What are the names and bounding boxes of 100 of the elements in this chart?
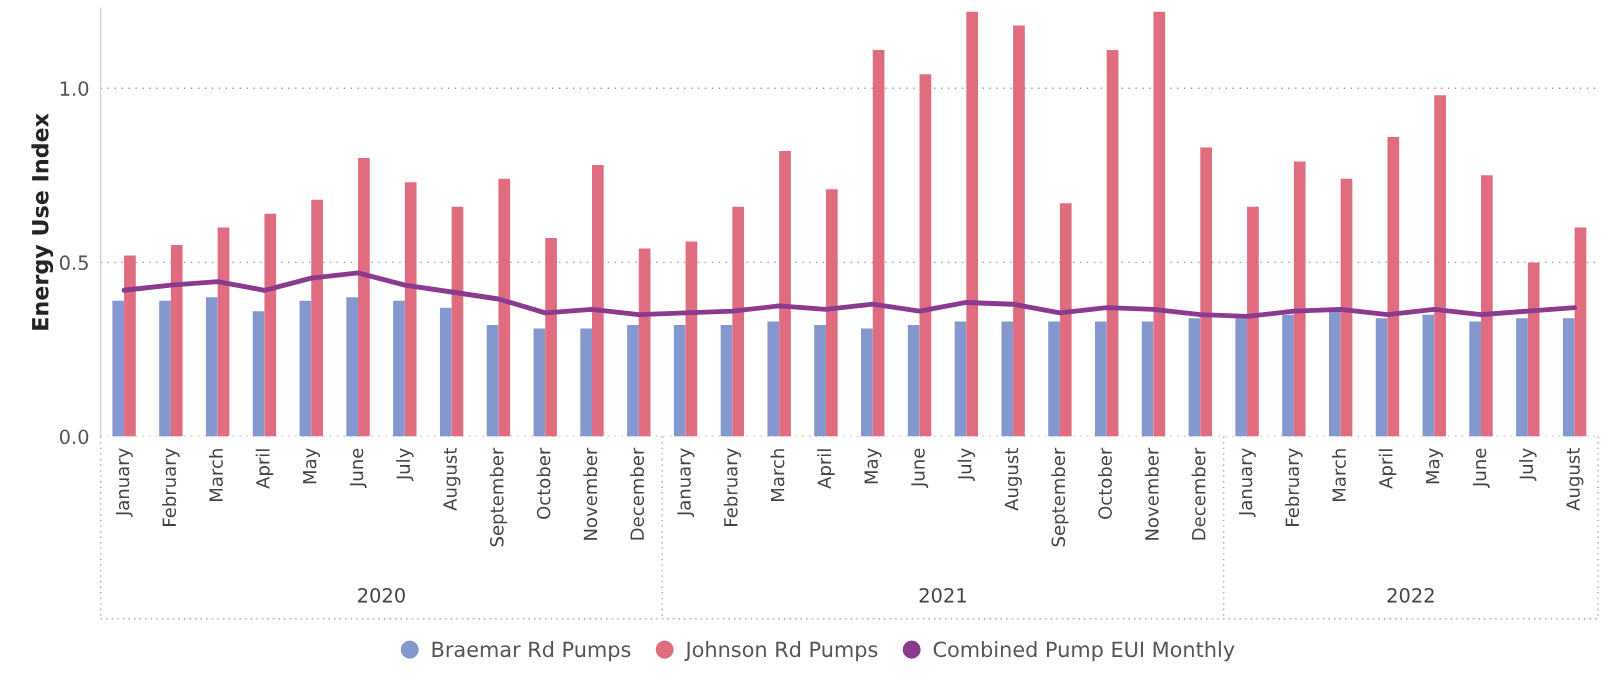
legend-label: Combined Pump EUI Monthly	[933, 641, 1235, 662]
bar	[1235, 318, 1248, 437]
x-tick-label: January	[677, 448, 695, 518]
bar	[1013, 25, 1025, 437]
x-tick-label: September	[489, 447, 508, 547]
bar	[1516, 318, 1528, 437]
bar	[1048, 321, 1060, 437]
x-tick-label: July	[1519, 448, 1537, 482]
y-tick-label: 0.0	[59, 429, 89, 445]
x-tick-label: February	[162, 448, 180, 526]
bar	[358, 157, 370, 437]
bar	[732, 206, 745, 437]
bar	[720, 325, 733, 437]
x-tick-label: June	[911, 448, 929, 488]
bar	[638, 248, 651, 437]
bar	[1387, 137, 1400, 437]
x-tick-label: January	[115, 448, 133, 518]
bar	[1188, 318, 1201, 437]
bar	[1328, 311, 1341, 437]
bar	[1282, 314, 1294, 437]
bar	[124, 255, 136, 437]
bar	[252, 311, 265, 437]
bar	[1001, 321, 1014, 437]
bar	[779, 150, 791, 437]
bar	[439, 307, 452, 437]
bar	[1527, 262, 1540, 437]
x-tick-label: May	[303, 448, 320, 484]
x-tick-label: October	[536, 447, 551, 519]
bar	[205, 297, 218, 437]
x-tick-label: December	[630, 447, 645, 540]
bar	[217, 227, 230, 437]
x-tick-label: April	[817, 449, 835, 489]
x-tick-label: March	[1331, 449, 1346, 501]
bar	[533, 328, 546, 437]
bar	[451, 206, 464, 437]
bar	[545, 238, 557, 437]
text: 2020	[358, 587, 405, 603]
bar	[592, 164, 604, 437]
bar	[264, 213, 277, 437]
bar	[393, 300, 405, 437]
bar	[685, 241, 698, 437]
bar	[861, 328, 873, 437]
bar	[814, 325, 826, 437]
x-tick-label: February	[723, 448, 742, 526]
bar	[1562, 318, 1575, 437]
bar	[1200, 147, 1212, 437]
bar	[627, 325, 639, 437]
x-tick-label: January	[1238, 448, 1256, 518]
bar	[966, 11, 979, 437]
bar	[673, 325, 686, 437]
x-tick-label: August	[1566, 448, 1584, 511]
x-tick-label: February	[1285, 448, 1303, 526]
bar	[919, 74, 932, 437]
bar	[1106, 49, 1119, 437]
bar	[159, 300, 171, 437]
line-series	[121, 270, 1578, 319]
bar	[1095, 321, 1107, 437]
x-tick-label: March	[208, 449, 223, 501]
bar	[1434, 95, 1446, 437]
bar	[580, 328, 592, 437]
x-tick-label: May	[864, 448, 882, 484]
x-tick-label: June	[349, 448, 367, 488]
text: 2021	[919, 587, 966, 603]
legend-label: Johnson Rd Pumps	[684, 641, 878, 662]
bar	[1293, 161, 1306, 437]
x-tick-label: November	[1144, 447, 1159, 540]
bar	[1469, 321, 1482, 437]
bar	[872, 49, 885, 437]
x-tick-label: August	[1004, 448, 1022, 511]
bar	[1141, 321, 1154, 437]
text: 2022	[1387, 587, 1434, 603]
x-tick-label: May	[1426, 448, 1443, 484]
bar	[299, 300, 312, 437]
x-tick-label: March	[770, 449, 785, 501]
bar	[498, 178, 511, 437]
x-tick-label: April	[1378, 449, 1397, 489]
bar	[346, 297, 359, 437]
bar	[825, 189, 838, 437]
bar	[1153, 11, 1166, 437]
legend-label: Braemar Rd Pumps	[432, 641, 631, 662]
bar	[486, 325, 499, 437]
x-tick-label: November	[583, 447, 598, 540]
bar	[1574, 227, 1587, 437]
bar	[112, 300, 125, 437]
x-tick-label: April	[255, 449, 274, 489]
bar	[1422, 314, 1435, 437]
y-axis-title: Energy Use Index	[31, 113, 54, 330]
y-tick-label: 0.5	[59, 255, 88, 271]
bar	[767, 321, 780, 437]
x-tick-label: July	[396, 448, 414, 482]
bar	[1059, 203, 1072, 437]
x-tick-label: June	[1472, 448, 1490, 488]
x-tick-label: July	[957, 448, 976, 482]
bar	[311, 199, 323, 437]
y-tick-label: 1.0	[60, 81, 89, 96]
x-tick-label: October	[1097, 447, 1112, 519]
bar	[1247, 206, 1259, 437]
bar	[1340, 178, 1353, 437]
x-tick-label: August	[443, 448, 461, 511]
bar	[170, 245, 183, 437]
